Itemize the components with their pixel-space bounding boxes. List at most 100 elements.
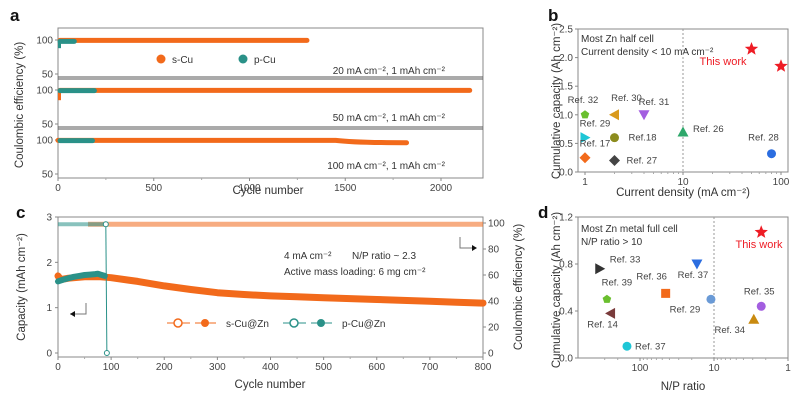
panel-c-ylabel-right: Coulombic efficiency (%) — [513, 224, 525, 351]
panel-d-xtick-label: 10 — [708, 363, 720, 374]
panel-b-xtick-label: 1 — [582, 177, 588, 188]
legend-marker-s-cu-ce — [173, 318, 183, 328]
panel-d-point-ref-35 — [756, 301, 766, 311]
panel-b-point-ref-29 — [580, 132, 591, 144]
panel-d-point-ref-33 — [595, 263, 606, 275]
panel-d-point-ref-29 — [706, 294, 716, 304]
panel-a-condition-1: 20 mA cm⁻², 1 mAh cm⁻² — [333, 66, 446, 77]
panel-d-ylabel: Cumulative capacity (Ah cm⁻²) — [551, 212, 563, 368]
panel-c-xtick-label: 100 — [103, 362, 120, 373]
panel-d-point-label: Ref. 36 — [636, 271, 667, 282]
panel-c-xtick-label: 600 — [368, 362, 385, 373]
panel-a-ylabel: Coulombic efficiency (%) — [14, 42, 26, 169]
panel-b-ytick-label: 2.5 — [559, 25, 573, 36]
panel-d-point-label: Ref. 37 — [635, 341, 666, 352]
panel-c-annotation-current: 4 mA cm⁻² — [284, 251, 332, 262]
panel-a-ytick-label: 50 — [42, 170, 54, 181]
panel-b-point-label: Ref. 28 — [748, 133, 779, 144]
panel-label-a: a — [10, 6, 20, 25]
panel-b-ytick-label: 0.0 — [559, 168, 573, 179]
panel-b-ytick-label: 1.0 — [559, 110, 573, 121]
panel-d-xtick-label: 1 — [785, 363, 791, 374]
panel-a-ytick-label: 50 — [42, 70, 54, 81]
panel-b-chart: Cumulative capacity (Ah cm⁻²) Current de… — [551, 23, 790, 199]
panel-c-xtick-label: 300 — [209, 362, 226, 373]
right-axis-arrowhead-icon — [472, 245, 477, 251]
panel-d-point-ref-34 — [748, 313, 760, 324]
panel-b-point-ref-17 — [579, 152, 591, 164]
legend-marker-p-cu-cap — [317, 319, 325, 327]
panel-a-xtick-label: 2000 — [430, 183, 453, 194]
panel-a-series-s-Cu — [55, 137, 410, 146]
panel-c-ytick-left-label: 1 — [46, 303, 52, 314]
panel-b-point-ref-27 — [609, 155, 621, 167]
panel-label-d: d — [538, 203, 548, 222]
panel-d-point-label: Ref. 37 — [678, 270, 709, 281]
legend-label-s-cu-zn: s-Cu@Zn — [226, 319, 269, 330]
panel-c-ytick-right-label: 20 — [488, 323, 500, 334]
panel-d-point-label: Ref. 33 — [610, 255, 641, 266]
panel-label-c: c — [16, 203, 25, 222]
panel-c-ylabel-left: Capacity (mAh cm⁻²) — [16, 233, 28, 341]
panel-a-xtick-label: 0 — [55, 183, 61, 194]
panel-c-frame — [57, 216, 484, 358]
panel-a-condition-3: 100 mA cm⁻², 1 mAh cm⁻² — [327, 161, 445, 172]
panel-a-xlabel: Cycle number — [233, 185, 304, 197]
left-axis-arrow-icon — [70, 303, 87, 315]
panel-a-xtick-label: 1500 — [334, 183, 357, 194]
panel-b-annotation-1: Most Zn half cell — [581, 34, 654, 45]
panel-a-ytick-label: 100 — [36, 36, 53, 47]
panel-d-ytick-label: 0.8 — [559, 260, 573, 271]
panel-b-point-ref-31 — [638, 110, 650, 121]
panel-c-ytick-left-label: 3 — [46, 213, 52, 224]
panel-c-annotation-np: N/P ratio ~ 2.3 — [352, 251, 416, 262]
panel-c-ce-p-cu-zn-end-marker — [103, 350, 110, 356]
panel-d-this-work-label: This work — [735, 239, 783, 251]
panel-b-point-ref-26 — [677, 126, 689, 137]
panel-c-capacity-p-cu-zn — [55, 270, 108, 285]
panel-c-ytick-right-label: 100 — [488, 219, 505, 230]
panel-d-frame — [577, 216, 789, 359]
panel-b-this-work-label: This work — [699, 56, 747, 68]
panel-d-point-this-work — [754, 225, 768, 238]
panel-d-ytick-label: 1.2 — [559, 213, 573, 224]
panel-b-point-label: Ref.18 — [629, 133, 657, 144]
panel-d-point-ref-14 — [605, 307, 616, 319]
panel-a-frame — [57, 27, 484, 179]
panel-d-xlabel: N/P ratio — [661, 381, 706, 393]
panel-d-ytick-label: 0.4 — [559, 307, 573, 318]
panel-b-point-label: Ref. 30 — [611, 93, 642, 104]
panel-c-legend: s-Cu@Zn p-Cu@Zn — [167, 318, 386, 330]
right-axis-arrow-icon — [459, 237, 475, 249]
panel-b-point-label: Ref. 29 — [580, 119, 611, 130]
panel-c-ytick-right-label: 60 — [488, 271, 500, 282]
panel-b-xtick-label: 100 — [773, 177, 790, 188]
panel-c-ce-p-cu-zn-drop — [105, 224, 108, 354]
panel-c-ytick-right-label: 0 — [488, 349, 494, 360]
panel-b-point-ref-32 — [580, 110, 590, 119]
panel-label-b: b — [548, 6, 558, 25]
panel-d-point-ref-39 — [602, 294, 612, 303]
legend-marker-s-cu — [156, 54, 166, 64]
panel-d-point-label: Ref. 14 — [587, 319, 618, 330]
panel-b-point-ref-18 — [610, 133, 620, 143]
panel-b-point-ref-30 — [609, 109, 620, 121]
panel-c-xtick-label: 800 — [475, 362, 492, 373]
panel-a-chart: Coulombic efficiency (%) Cycle number 20… — [14, 27, 484, 197]
panel-b-ytick-label: 2.0 — [559, 53, 573, 64]
panel-d-annotation-2: N/P ratio > 10 — [581, 237, 643, 248]
panel-b-point-label: Ref. 32 — [568, 95, 599, 106]
panel-d-point-label: Ref. 34 — [714, 325, 745, 336]
panel-a-ytick-label: 50 — [42, 120, 54, 131]
panel-a-xtick-label: 1000 — [238, 183, 261, 194]
panel-d-annotation-1: Most Zn metal full cell — [581, 224, 678, 235]
panel-b-annotation-2: Current density < 10 mA cm⁻² — [581, 47, 714, 58]
legend-label-p-cu: p-Cu — [254, 55, 276, 66]
panel-d-point-ref-37 — [622, 341, 632, 351]
panel-b-point-ref-28 — [767, 149, 777, 159]
legend-marker-p-cu-ce — [289, 318, 299, 328]
panel-b-point-this-work — [744, 42, 759, 55]
panel-d-xtick-label: 100 — [632, 363, 649, 374]
panel-b-point-this-work — [774, 59, 788, 72]
